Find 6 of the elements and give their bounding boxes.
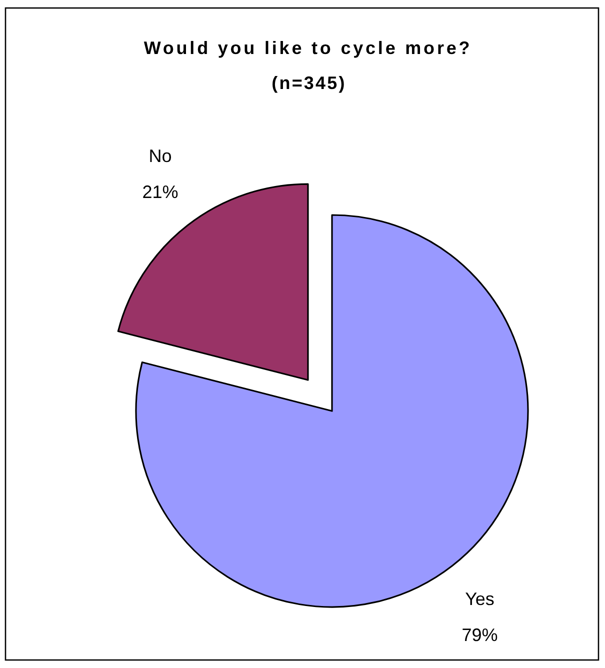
chart-subtitle: (n=345) <box>272 73 346 93</box>
chart-title: Would you like to cycle more? <box>144 38 472 58</box>
slice-label: Yes <box>465 588 494 609</box>
slice-label: No <box>148 146 172 166</box>
data-label: 21% <box>142 182 178 202</box>
data-label: 79% <box>462 624 498 645</box>
